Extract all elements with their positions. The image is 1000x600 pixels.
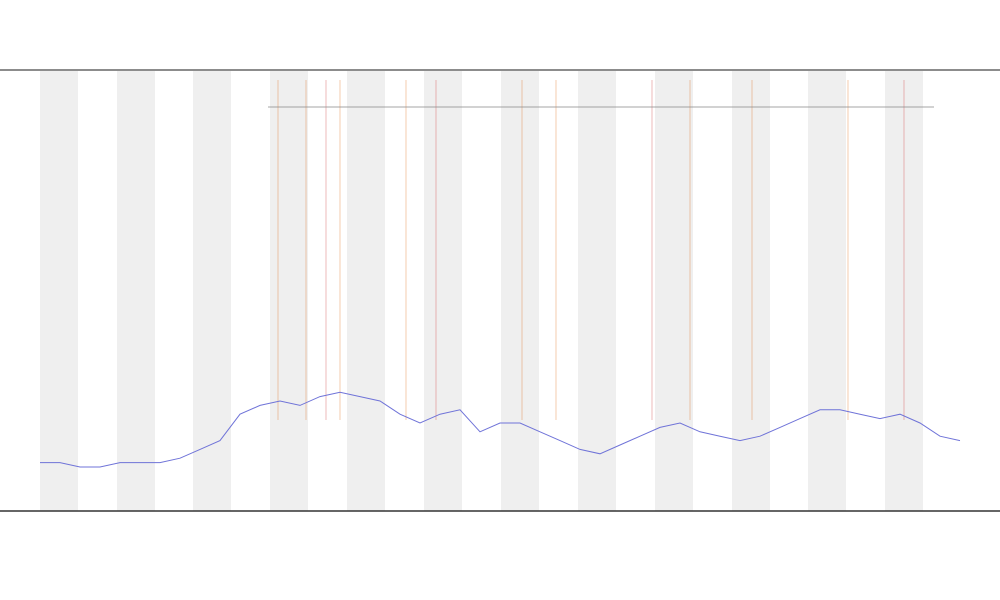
band (732, 71, 770, 511)
event-lines (277, 80, 905, 420)
band (655, 71, 693, 511)
band (40, 71, 78, 511)
band (501, 71, 539, 511)
band (578, 71, 616, 511)
band (117, 71, 155, 511)
band (193, 71, 231, 511)
band (808, 71, 846, 511)
band (424, 71, 462, 511)
bands (40, 71, 923, 511)
band (270, 71, 308, 511)
band (347, 71, 385, 511)
line-series (40, 391, 961, 468)
